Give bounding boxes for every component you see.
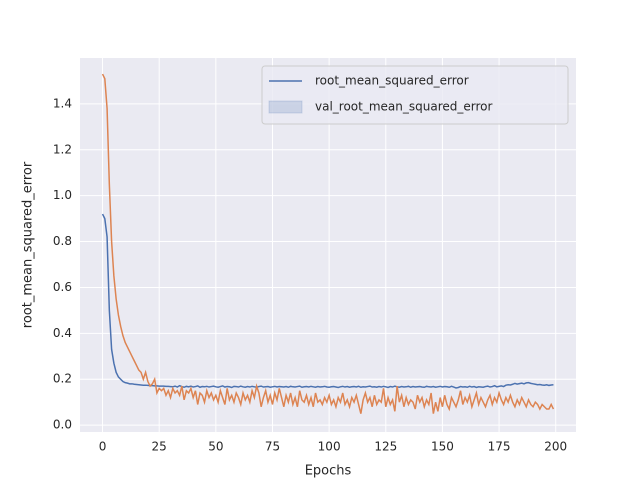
x-tick-label: 25 — [152, 440, 167, 454]
y-tick-label: 0.0 — [53, 418, 72, 432]
x-tick-label: 150 — [431, 440, 454, 454]
y-tick-label: 1.4 — [53, 96, 72, 110]
y-tick-label: 0.4 — [53, 326, 72, 340]
x-axis-label: Epochs — [305, 464, 352, 479]
legend-label: root_mean_squared_error — [315, 74, 469, 88]
legend-label: val_root_mean_squared_error — [315, 100, 492, 114]
y-tick-label: 1.0 — [53, 188, 72, 202]
x-tick-label: 200 — [544, 440, 567, 454]
x-tick-label: 75 — [265, 440, 280, 454]
x-tick-label: 50 — [208, 440, 223, 454]
y-tick-label: 0.6 — [53, 280, 72, 294]
legend-box — [261, 65, 569, 125]
x-tick-label: 175 — [488, 440, 511, 454]
x-tick-label: 125 — [374, 440, 397, 454]
line-series — [101, 213, 554, 389]
x-tick-label: 0 — [99, 440, 107, 454]
legend-handle — [268, 100, 303, 114]
y-tick-label: 0.2 — [53, 372, 72, 386]
y-tick-label: 1.2 — [53, 142, 72, 156]
x-tick-label: 100 — [318, 440, 341, 454]
line-series — [101, 73, 555, 414]
y-tick-label: 0.8 — [53, 234, 72, 248]
y-axis-label: root_mean_squared_error — [21, 161, 36, 328]
